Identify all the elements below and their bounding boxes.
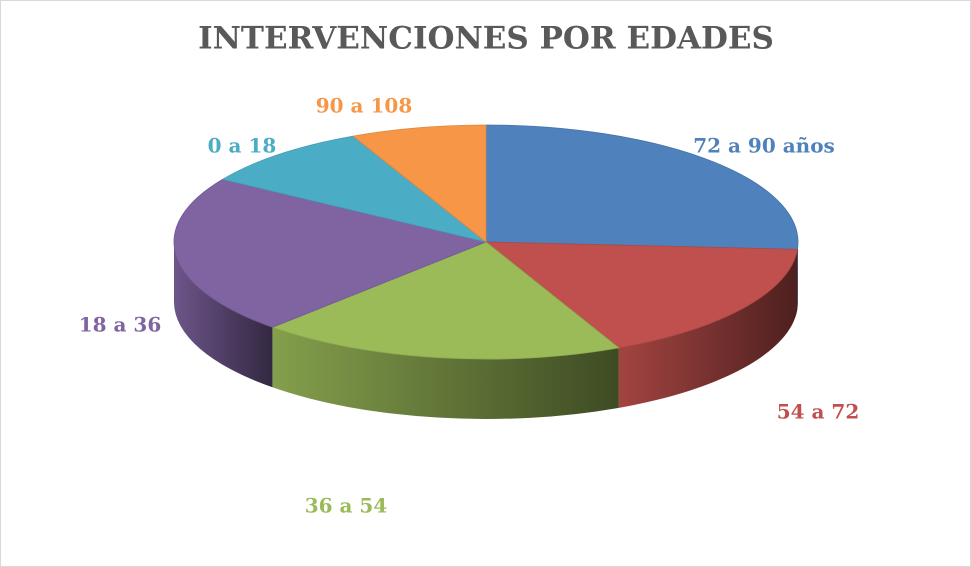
- slice-label: 36 a 54: [305, 494, 388, 518]
- pie-walls: [174, 242, 798, 420]
- slice-label: 18 a 36: [79, 313, 162, 337]
- slice-label: 54 a 72: [777, 400, 860, 424]
- pie-slice: [485, 124, 799, 250]
- pie-wall: [797, 242, 798, 310]
- pie-slice: [173, 178, 488, 328]
- slice-label: 72 a 90 años: [693, 134, 835, 158]
- slice-label: 0 a 18: [208, 134, 277, 158]
- pie-slice: [352, 124, 487, 243]
- pie-wall: [618, 249, 798, 408]
- pie: 72 a 90 años 54 a 72 36 a 54 18 a 36 0 a 18 9…: [79, 94, 860, 518]
- chart-title: INTERVENCIONES POR EDADES: [198, 21, 774, 57]
- pie-slice: [484, 241, 798, 349]
- pie-wall: [174, 242, 273, 388]
- pie-slice: [271, 241, 620, 360]
- slice-label: 90 a 108: [316, 94, 412, 118]
- pie-wall: [272, 327, 619, 420]
- pie-slice: [221, 135, 487, 243]
